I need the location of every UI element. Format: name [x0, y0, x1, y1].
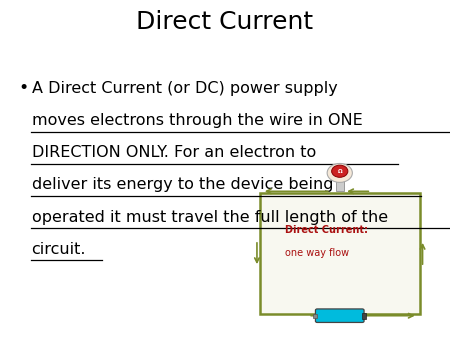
Text: Direct Current: Direct Current [136, 10, 314, 34]
Text: one way flow: one way flow [285, 248, 349, 259]
Text: Ω: Ω [338, 169, 342, 174]
Text: moves electrons through the wire in ONE: moves electrons through the wire in ONE [32, 113, 362, 128]
Circle shape [327, 164, 352, 183]
Text: •: • [18, 79, 28, 97]
Text: Direct Current:: Direct Current: [285, 225, 368, 235]
Text: circuit.: circuit. [32, 242, 86, 257]
Text: A Direct Current (or DC) power supply: A Direct Current (or DC) power supply [32, 81, 337, 96]
Bar [362, 313, 366, 319]
Bar [313, 314, 317, 318]
Text: operated it must travel the full length of the: operated it must travel the full length … [32, 210, 387, 224]
Text: deliver its energy to the device being: deliver its energy to the device being [32, 177, 333, 192]
Circle shape [332, 165, 348, 177]
FancyBboxPatch shape [315, 309, 364, 322]
Text: DIRECTION ONLY. For an electron to: DIRECTION ONLY. For an electron to [32, 145, 316, 160]
FancyBboxPatch shape [260, 193, 420, 314]
Bar [336, 180, 344, 191]
